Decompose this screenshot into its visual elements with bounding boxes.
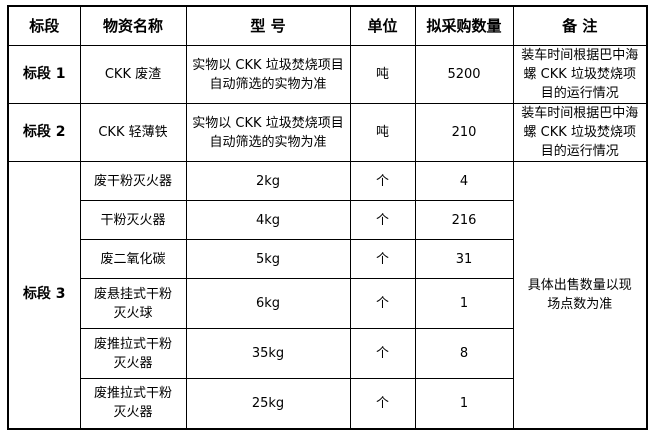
model-cell: 5kg: [185, 239, 351, 279]
name-cell: 废二氧化碳: [79, 239, 187, 279]
table-row: 废悬挂式干粉灭火球 6kg 个 1: [8, 278, 647, 329]
quantity-cell: 1: [414, 378, 514, 429]
model-cell: 4kg: [185, 200, 351, 240]
quantity-cell: 31: [414, 239, 514, 279]
quantity-cell: 210: [414, 103, 514, 162]
model-cell: 实物以 CKK 垃圾焚烧项目自动筛选的实物为准: [185, 103, 351, 162]
remark-cell: 装车时间根据巴中海螺 CKK 垃圾焚烧项目的运行情况: [512, 103, 648, 162]
header-remark: 备 注: [512, 5, 648, 46]
unit-cell: 个: [349, 200, 416, 240]
table-row: 废推拉式干粉灭火器 25kg 个 1: [8, 378, 647, 429]
segment-cell: 标段 3: [7, 161, 81, 429]
header-unit: 单位: [349, 5, 416, 46]
remark-cell: 具体出售数量以现场点数为准: [512, 161, 648, 429]
unit-cell: 个: [349, 161, 416, 201]
name-cell: CKK 废渣: [79, 45, 187, 104]
quantity-cell: 4: [414, 161, 514, 201]
header-quantity: 拟采购数量: [414, 5, 514, 46]
quantity-cell: 216: [414, 200, 514, 240]
name-cell: 废悬挂式干粉灭火球: [79, 278, 187, 329]
unit-cell: 个: [349, 278, 416, 329]
table-row: 废二氧化碳 5kg 个 31: [8, 239, 647, 279]
remark-cell: 装车时间根据巴中海螺 CKK 垃圾焚烧项目的运行情况: [512, 45, 648, 104]
segment-cell: 标段 2: [7, 103, 81, 162]
procurement-table: 标段 物资名称 型 号 单位 拟采购数量 备 注 标段 1 CKK 废渣 实物以…: [7, 5, 648, 430]
name-cell: 干粉灭火器: [79, 200, 187, 240]
header-name: 物资名称: [79, 5, 187, 46]
model-cell: 35kg: [185, 328, 351, 379]
name-cell: 废干粉灭火器: [79, 161, 187, 201]
table-row: 标段 3 废干粉灭火器 2kg 个 4 具体出售数量以现场点数为准: [7, 161, 648, 429]
table-row: 干粉灭火器 4kg 个 216: [8, 200, 647, 240]
model-cell: 25kg: [185, 378, 351, 429]
model-cell: 2kg: [185, 161, 351, 201]
unit-cell: 个: [349, 328, 416, 379]
unit-cell: 个: [349, 239, 416, 279]
header-row: 标段 物资名称 型 号 单位 拟采购数量 备 注: [7, 5, 648, 46]
table-row: 标段 2 CKK 轻薄铁 实物以 CKK 垃圾焚烧项目自动筛选的实物为准 吨 2…: [7, 103, 648, 162]
quantity-cell: 8: [414, 328, 514, 379]
model-cell: 实物以 CKK 垃圾焚烧项目自动筛选的实物为准: [185, 45, 351, 104]
header-segment: 标段: [7, 5, 81, 46]
name-cell: CKK 轻薄铁: [79, 103, 187, 162]
unit-cell: 吨: [349, 103, 416, 162]
model-cell: 6kg: [185, 278, 351, 329]
table-row: 废推拉式干粉灭火器 35kg 个 8: [8, 328, 647, 379]
name-cell: 废推拉式干粉灭火器: [79, 378, 187, 429]
quantity-cell: 1: [414, 278, 514, 329]
unit-cell: 个: [349, 378, 416, 429]
name-cell: 废推拉式干粉灭火器: [79, 328, 187, 379]
quantity-cell: 5200: [414, 45, 514, 104]
segment-cell: 标段 1: [7, 45, 81, 104]
unit-cell: 吨: [349, 45, 416, 104]
header-model: 型 号: [185, 5, 351, 46]
table-row: 标段 1 CKK 废渣 实物以 CKK 垃圾焚烧项目自动筛选的实物为准 吨 52…: [7, 45, 648, 104]
